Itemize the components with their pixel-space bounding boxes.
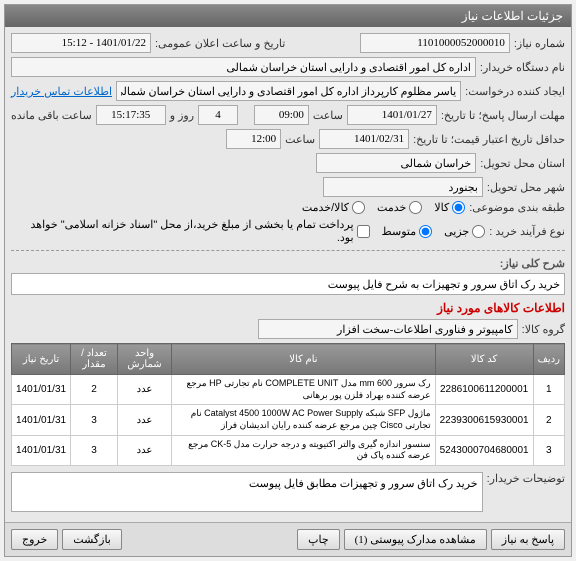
cell-code: 2239300615930001 — [435, 405, 533, 435]
province-label: استان محل تحویل: — [480, 157, 565, 170]
need-no-label: شماره نیاز: — [514, 37, 565, 50]
days-left-field — [198, 105, 238, 125]
resp-deadline-label: مهلت ارسال پاسخ؛ تا تاریخ: — [441, 109, 565, 122]
cell-date: 1401/01/31 — [12, 435, 71, 465]
need-no-field — [360, 33, 510, 53]
cell-unit: عدد — [117, 435, 171, 465]
separator-1 — [11, 250, 565, 251]
purchase-type-label: نوع فرآیند خرید : — [489, 225, 565, 238]
table-row[interactable]: 12286100611200001رک سرور 600 mm مدل COMP… — [12, 375, 565, 405]
pt-note-label: پرداخت تمام یا بخشی از مبلغ خرید،از محل … — [11, 218, 354, 244]
respond-button[interactable]: پاسخ به نیاز — [491, 529, 565, 550]
button-bar: پاسخ به نیاز مشاهده مدارک پیوستی (1) چاپ… — [5, 522, 571, 556]
panel-body: شماره نیاز: تاریخ و ساعت اعلان عمومی: نا… — [5, 27, 571, 522]
cell-name: سنسور اندازه گیری والتر اکتیویته و درجه … — [172, 435, 435, 465]
hour-label-2: ساعت — [285, 133, 315, 146]
col-unit: واحد شمارش — [117, 344, 171, 375]
col-qty: تعداد / مقدار — [71, 344, 118, 375]
cell-name: ماژول SFP شبکه Catalyst 4500 1000W AC Po… — [172, 405, 435, 435]
pkg-goods-radio[interactable] — [452, 201, 465, 214]
view-docs-button[interactable]: مشاهده مدارک پیوستی (1) — [344, 529, 487, 550]
buyer-org-label: نام دستگاه خریدار: — [480, 61, 565, 74]
back-button[interactable]: بازگشت — [62, 529, 122, 550]
city-field — [323, 177, 483, 197]
announce-dt-field — [11, 33, 151, 53]
details-panel: جزئیات اطلاعات نیاز شماره نیاز: تاریخ و … — [4, 4, 572, 557]
valid-date-field — [319, 129, 409, 149]
purchase-radio-group: جزیی متوسط پرداخت تمام یا بخشی از مبلغ خ… — [11, 218, 485, 244]
pt-note-check[interactable] — [357, 225, 370, 238]
cell-unit: عدد — [117, 405, 171, 435]
requester-label: ایجاد کننده درخواست: — [465, 85, 565, 98]
need-desc-title: شرح کلی نیاز: — [11, 257, 565, 270]
pkg-goods-label: کالا — [434, 201, 449, 214]
buyer-notes-field — [11, 472, 483, 512]
pkg-both-radio[interactable] — [352, 201, 365, 214]
table-row[interactable]: 22239300615930001ماژول SFP شبکه Catalyst… — [12, 405, 565, 435]
resp-time-field — [254, 105, 309, 125]
col-code: کد کالا — [435, 344, 533, 375]
goods-table: ردیف کد کالا نام کالا واحد شمارش تعداد /… — [11, 343, 565, 466]
col-name: نام کالا — [172, 344, 435, 375]
pkg-service-radio[interactable] — [409, 201, 422, 214]
pt-low-label: جزیی — [444, 225, 469, 238]
requester-field — [116, 81, 461, 101]
need-desc-field — [11, 273, 565, 295]
pt-low-radio[interactable] — [472, 225, 485, 238]
cell-qty: 2 — [71, 375, 118, 405]
panel-title: جزئیات اطلاعات نیاز — [5, 5, 571, 27]
packaging-label: طبقه بندی موضوعی: — [469, 201, 565, 214]
city-label: شهر محل تحویل: — [487, 181, 565, 194]
cell-unit: عدد — [117, 375, 171, 405]
buyer-org-field — [11, 57, 476, 77]
print-button[interactable]: چاپ — [297, 529, 340, 550]
cell-code: 2286100611200001 — [435, 375, 533, 405]
table-row[interactable]: 35243000704680001سنسور اندازه گیری والتر… — [12, 435, 565, 465]
pkg-both-label: کالا/خدمت — [302, 201, 349, 214]
cell-row: 1 — [533, 375, 564, 405]
buyer-notes-label: توضیحات خریدار: — [487, 472, 565, 485]
cell-date: 1401/01/31 — [12, 375, 71, 405]
resp-date-field — [347, 105, 437, 125]
valid-time-field — [226, 129, 281, 149]
col-date: تاریخ نیاز — [12, 344, 71, 375]
cell-date: 1401/01/31 — [12, 405, 71, 435]
packaging-radio-group: کالا خدمت کالا/خدمت — [302, 201, 465, 214]
announce-dt-label: تاریخ و ساعت اعلان عمومی: — [155, 37, 285, 50]
pt-mid-label: متوسط — [382, 225, 417, 238]
valid-label: حداقل تاریخ اعتبار قیمت؛ تا تاریخ: — [413, 133, 565, 146]
cell-row: 2 — [533, 405, 564, 435]
day-and-label: روز و — [170, 109, 194, 122]
pt-mid-radio[interactable] — [419, 225, 432, 238]
cell-qty: 3 — [71, 405, 118, 435]
cell-qty: 3 — [71, 435, 118, 465]
goods-group-field — [258, 319, 518, 339]
cell-row: 3 — [533, 435, 564, 465]
col-row: ردیف — [533, 344, 564, 375]
province-field — [316, 153, 476, 173]
remaining-label: ساعت باقی مانده — [11, 109, 92, 122]
goods-section-title: اطلاعات کالاهای مورد نیاز — [11, 301, 565, 315]
hour-label-1: ساعت — [313, 109, 343, 122]
cell-name: رک سرور 600 mm مدل COMPLETE UNIT نام تجا… — [172, 375, 435, 405]
goods-group-label: گروه کالا: — [522, 323, 565, 336]
pkg-service-label: خدمت — [377, 201, 406, 214]
time-left-field — [96, 105, 166, 125]
contact-info-link[interactable]: اطلاعات تماس خریدار — [11, 85, 112, 98]
exit-button[interactable]: خروج — [11, 529, 58, 550]
cell-code: 5243000704680001 — [435, 435, 533, 465]
